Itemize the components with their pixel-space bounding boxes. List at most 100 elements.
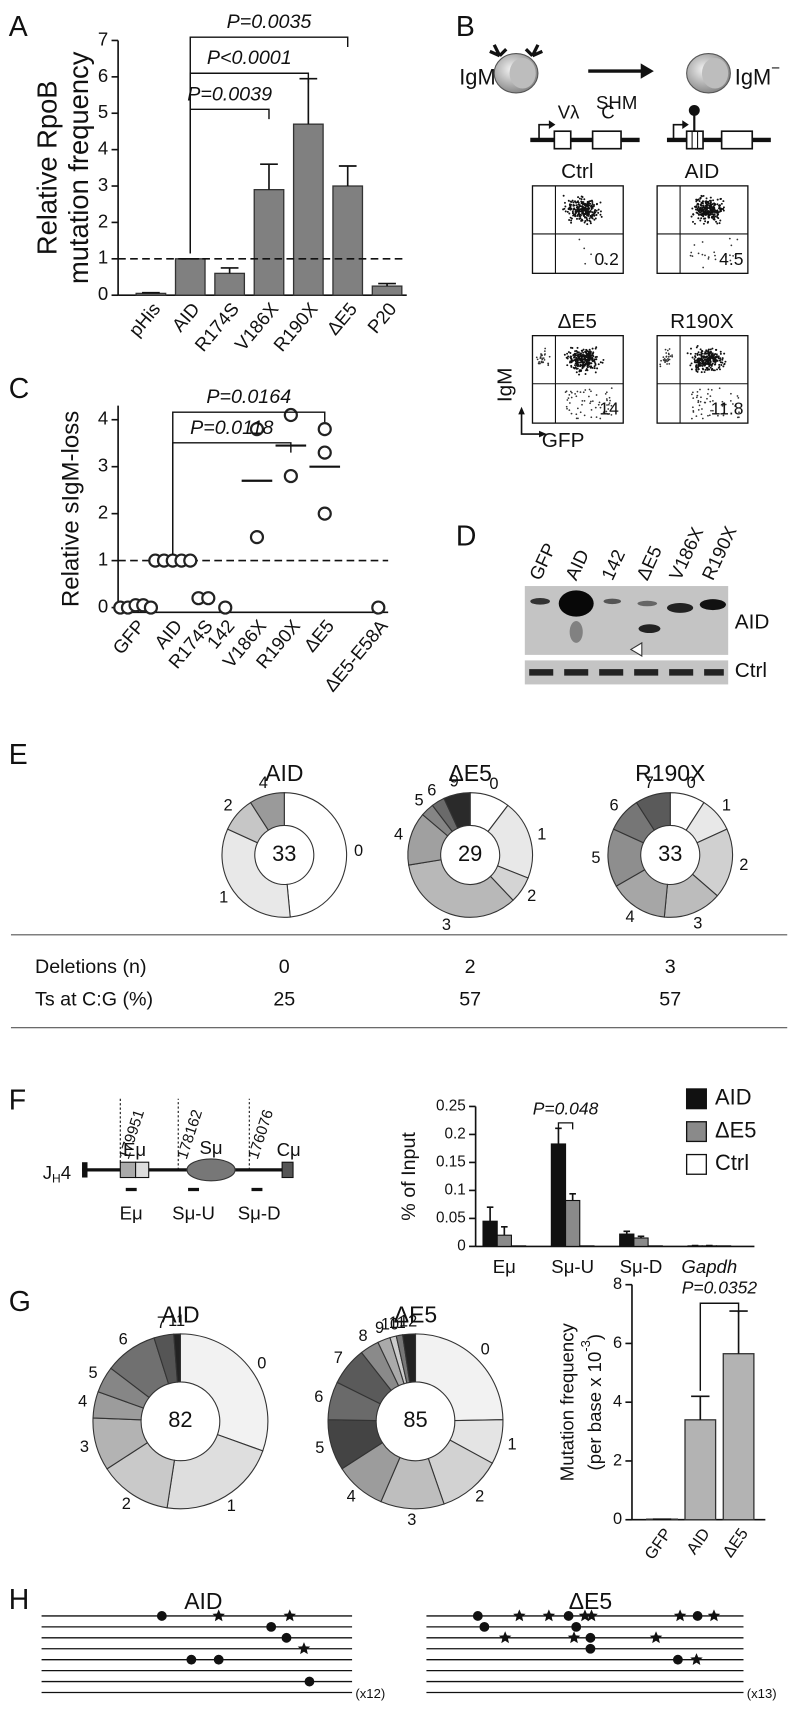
y-tick-label: 5 bbox=[98, 101, 108, 122]
event-dot bbox=[716, 214, 718, 216]
event-dot bbox=[704, 220, 706, 222]
event-dot bbox=[722, 200, 724, 202]
event-dot bbox=[692, 406, 694, 408]
event-dot bbox=[718, 367, 720, 369]
event-dot bbox=[595, 217, 597, 219]
event-dot bbox=[713, 251, 715, 253]
bar bbox=[580, 1246, 594, 1247]
event-dot bbox=[578, 218, 580, 220]
event-dot bbox=[696, 396, 698, 398]
event-dot bbox=[714, 363, 716, 365]
event-dot bbox=[699, 354, 701, 356]
event-dot bbox=[568, 409, 570, 411]
event-dot bbox=[588, 213, 590, 215]
y-tick-label: 2 bbox=[98, 210, 108, 231]
table-cell: 57 bbox=[659, 989, 681, 1011]
event-dot bbox=[701, 371, 703, 373]
event-dot bbox=[665, 352, 667, 354]
y-tick-label: 3 bbox=[98, 174, 108, 195]
event-dot bbox=[710, 197, 712, 199]
segment-label: 2 bbox=[122, 1495, 131, 1513]
segment-label: 4 bbox=[347, 1488, 356, 1506]
error-bar bbox=[299, 79, 317, 124]
event-dot bbox=[592, 203, 594, 205]
y-tick-label: 0.1 bbox=[445, 1181, 466, 1198]
y-axis-label: (per base x 10-3) bbox=[579, 1334, 605, 1471]
event-dot bbox=[574, 364, 576, 366]
event-dot bbox=[706, 201, 708, 203]
data-point bbox=[219, 602, 231, 614]
event-dot bbox=[598, 363, 600, 365]
event-dot bbox=[566, 408, 568, 410]
event-dot bbox=[709, 359, 711, 361]
bar bbox=[294, 124, 324, 295]
event-dot bbox=[592, 353, 594, 355]
event-dot bbox=[712, 207, 714, 209]
promoter-head bbox=[549, 120, 556, 129]
event-dot bbox=[574, 200, 576, 202]
mutation-dot bbox=[571, 1622, 581, 1632]
y-tick-label: 8 bbox=[613, 1275, 622, 1293]
event-dot bbox=[578, 202, 580, 204]
event-dot bbox=[574, 393, 576, 395]
event-dot bbox=[718, 364, 720, 366]
event-dot bbox=[691, 362, 693, 364]
event-dot bbox=[570, 209, 572, 211]
p-value: P=0.048 bbox=[533, 1098, 599, 1118]
bar bbox=[215, 273, 245, 295]
event-dot bbox=[702, 210, 704, 212]
event-dot bbox=[583, 208, 585, 210]
error-bar bbox=[142, 293, 160, 294]
segment-label: 1 bbox=[508, 1435, 517, 1453]
event-dot bbox=[570, 217, 572, 219]
event-dot bbox=[719, 198, 721, 200]
blot-band bbox=[667, 603, 693, 613]
event-dot bbox=[600, 361, 602, 363]
event-dot bbox=[542, 361, 544, 363]
cell-icon bbox=[687, 54, 731, 93]
x-tick-label: ΔE5 bbox=[322, 298, 361, 338]
event-dot bbox=[715, 221, 717, 223]
segment-label: 3 bbox=[442, 916, 451, 934]
event-dot bbox=[595, 407, 597, 409]
event-dot bbox=[692, 357, 694, 359]
error-bar bbox=[221, 268, 239, 273]
event-dot bbox=[577, 351, 579, 353]
event-dot bbox=[697, 366, 699, 368]
event-dot bbox=[713, 369, 715, 371]
event-dot bbox=[568, 397, 570, 399]
segment-label-base: J bbox=[43, 1162, 52, 1183]
segment-label: 3 bbox=[407, 1511, 416, 1529]
y-tick-label: 3 bbox=[98, 455, 108, 476]
event-dot bbox=[718, 207, 720, 209]
event-dot bbox=[582, 366, 584, 368]
table-cell: 25 bbox=[273, 989, 295, 1011]
y-tick-label: 6 bbox=[613, 1334, 622, 1352]
event-dot bbox=[581, 400, 583, 402]
segment-label: 0 bbox=[354, 842, 363, 860]
event-dot bbox=[697, 206, 699, 208]
event-dot bbox=[592, 207, 594, 209]
event-dot bbox=[579, 369, 581, 371]
plot-title: AID bbox=[685, 160, 720, 183]
error-bar bbox=[501, 1227, 508, 1235]
segment-label: 0 bbox=[481, 1341, 490, 1359]
event-dot bbox=[704, 255, 706, 257]
event-dot bbox=[570, 204, 572, 206]
p-value: P=0.0039 bbox=[187, 83, 272, 105]
event-dot bbox=[596, 416, 598, 418]
band-label: Ctrl bbox=[735, 659, 767, 682]
panel-label: E bbox=[9, 739, 28, 771]
event-dot bbox=[564, 354, 566, 356]
event-dot bbox=[577, 407, 579, 409]
event-dot bbox=[698, 214, 700, 216]
data-point bbox=[202, 592, 214, 604]
bar bbox=[372, 286, 402, 295]
event-dot bbox=[697, 391, 699, 393]
event-dot bbox=[698, 210, 700, 212]
event-dot bbox=[584, 414, 586, 416]
event-dot bbox=[736, 239, 738, 241]
event-dot bbox=[563, 195, 565, 197]
data-point bbox=[145, 602, 157, 614]
event-dot bbox=[589, 389, 591, 391]
